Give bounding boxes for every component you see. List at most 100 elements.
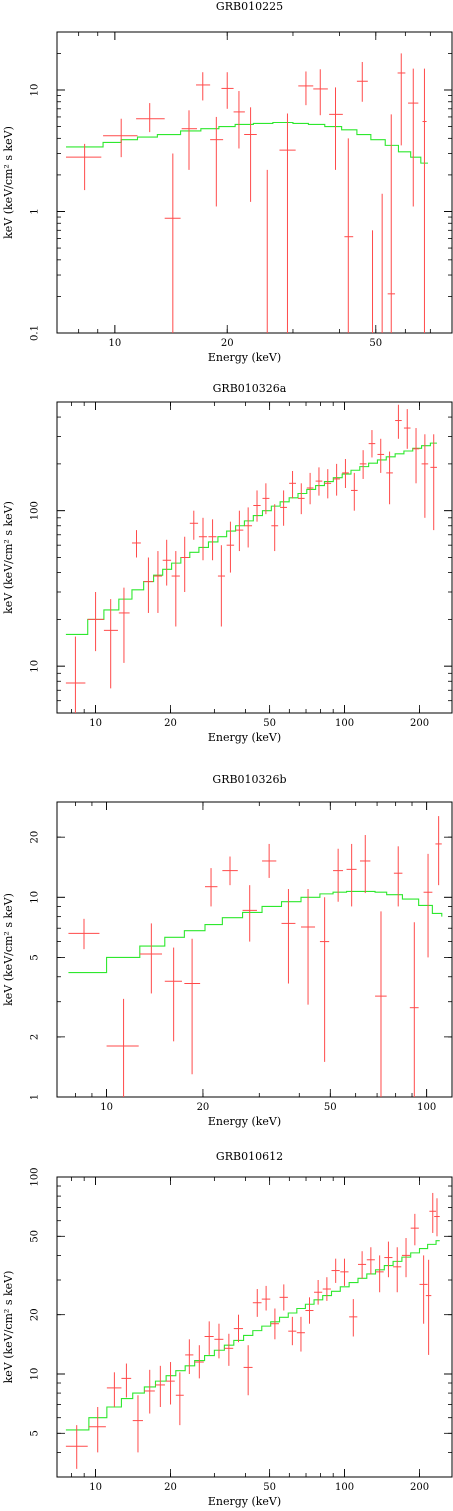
data-point [329, 87, 343, 170]
data-point [217, 545, 226, 627]
plot-area [65, 404, 437, 713]
data-point [412, 428, 420, 484]
panel-title: GRB010326a [213, 382, 287, 395]
data-point [242, 885, 257, 942]
x-tick-label: 10 [100, 1102, 113, 1113]
y-tick-label: 10 [30, 891, 41, 904]
x-tick-label: 100 [335, 718, 354, 729]
data-point [205, 868, 218, 907]
data-point [315, 467, 323, 496]
data-point [435, 816, 442, 886]
data-point [208, 519, 217, 561]
panel-title: GRB010612 [216, 1150, 283, 1163]
x-tick-label: 50 [369, 338, 382, 349]
data-point [144, 1369, 155, 1414]
data-point [210, 116, 224, 207]
data-point [297, 483, 305, 515]
plot-area [68, 816, 443, 1097]
data-point [342, 458, 349, 488]
x-tick-label: 50 [263, 718, 276, 729]
x-tick-label: 10 [108, 338, 121, 349]
model-curve [65, 1240, 440, 1431]
data-point [377, 438, 385, 473]
data-point [180, 536, 189, 592]
data-point [280, 490, 287, 526]
data-point [164, 947, 182, 1042]
x-tick-label: 50 [263, 1482, 276, 1493]
data-point [289, 470, 296, 499]
data-point [66, 143, 102, 191]
x-axis-label: Energy (keV) [208, 1115, 281, 1128]
data-point [434, 1198, 440, 1237]
data-point [393, 1247, 402, 1293]
data-point [244, 107, 257, 202]
y-tick-label: 100 [30, 1167, 41, 1186]
x-tick-label: 10 [89, 1482, 102, 1493]
data-point [422, 68, 427, 333]
data-point [324, 469, 332, 499]
data-point [333, 848, 344, 902]
data-point [305, 1297, 314, 1324]
data-point [430, 434, 437, 531]
data-point [366, 1247, 375, 1275]
model-curve [65, 442, 437, 635]
data-point [368, 430, 376, 458]
data-point [106, 998, 139, 1097]
data-point [340, 1258, 349, 1286]
data-point [384, 1241, 393, 1278]
x-tick-label: 20 [221, 338, 234, 349]
model-curve [68, 890, 443, 974]
data-point [65, 1425, 88, 1469]
plot-frame [56, 801, 453, 1098]
panel-title: GRB010326b [212, 773, 286, 786]
data-point [359, 450, 367, 479]
data-point [118, 587, 130, 663]
data-point [194, 1345, 204, 1379]
data-point [279, 1284, 288, 1311]
data-point [185, 1339, 194, 1374]
data-point [409, 922, 419, 1097]
data-point [423, 853, 433, 958]
plot-frame [56, 31, 453, 334]
x-axis-label: Energy (keV) [208, 731, 281, 744]
y-tick-label: 2 [30, 1034, 41, 1040]
data-point [397, 53, 406, 146]
data-point [106, 1372, 122, 1407]
y-tick-label: 20 [30, 1308, 41, 1321]
data-point [139, 923, 163, 994]
data-point [87, 591, 104, 652]
x-tick-label: 20 [197, 1102, 210, 1113]
data-point [253, 490, 261, 522]
plot-frame [56, 401, 453, 714]
panel-title: GRB010225 [216, 0, 283, 13]
data-point [386, 451, 393, 505]
x-axis-label: Energy (keV) [208, 1495, 281, 1508]
data-point [262, 843, 277, 878]
data-point [88, 1406, 106, 1453]
data-point [132, 1395, 143, 1453]
data-point [288, 1316, 297, 1346]
data-point [346, 843, 357, 907]
data-point [189, 510, 199, 540]
data-point [262, 483, 270, 515]
data-point [204, 1321, 214, 1355]
y-tick-label: 1 [30, 1094, 41, 1100]
data-point [393, 846, 403, 907]
data-point [331, 1258, 340, 1283]
y-tick-label: 10 [30, 660, 41, 673]
x-tick-label: 100 [335, 1482, 354, 1493]
data-point [222, 856, 238, 886]
plot-area [66, 53, 429, 333]
data-point [333, 463, 340, 496]
data-point [233, 91, 245, 149]
data-point [214, 1323, 224, 1359]
data-point [306, 472, 314, 505]
y-tick-label: 5 [30, 954, 41, 960]
data-point [252, 1289, 262, 1317]
data-point [395, 404, 402, 439]
x-axis-label: Energy (keV) [208, 351, 281, 364]
data-point [421, 434, 429, 518]
y-axis-label: keV (keV/cm² s keV) [2, 893, 15, 1006]
data-point [270, 1308, 279, 1340]
y-axis-label: keV (keV/cm² s keV) [2, 126, 15, 239]
